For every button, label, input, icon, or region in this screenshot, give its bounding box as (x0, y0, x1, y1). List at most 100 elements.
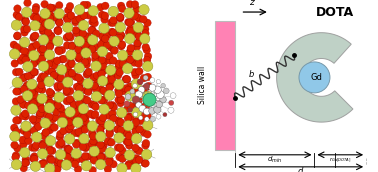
Circle shape (160, 96, 166, 103)
Circle shape (73, 117, 83, 127)
Circle shape (126, 83, 134, 90)
Circle shape (123, 129, 131, 137)
Circle shape (116, 68, 124, 76)
Circle shape (84, 33, 92, 40)
Circle shape (136, 15, 143, 23)
Circle shape (37, 149, 48, 159)
Circle shape (54, 84, 62, 92)
Circle shape (135, 91, 143, 98)
Circle shape (33, 41, 40, 49)
Circle shape (9, 49, 20, 59)
Circle shape (46, 147, 54, 154)
Bar (215, 21, 235, 150)
Circle shape (117, 96, 125, 103)
Circle shape (101, 58, 108, 65)
Circle shape (115, 60, 122, 67)
Circle shape (11, 124, 18, 132)
Text: Gd: Gd (310, 73, 322, 82)
Circle shape (39, 16, 46, 24)
Circle shape (20, 47, 28, 55)
Circle shape (76, 85, 83, 92)
Circle shape (84, 88, 92, 96)
Circle shape (105, 158, 113, 166)
Circle shape (56, 149, 66, 160)
Circle shape (63, 22, 73, 33)
Circle shape (97, 3, 104, 11)
Circle shape (47, 40, 55, 47)
Circle shape (75, 105, 82, 112)
Circle shape (64, 42, 71, 49)
Circle shape (48, 147, 56, 155)
Circle shape (63, 77, 73, 87)
Circle shape (127, 28, 135, 35)
Circle shape (46, 88, 53, 96)
Circle shape (133, 117, 141, 125)
Circle shape (41, 139, 48, 147)
Circle shape (133, 154, 140, 162)
Circle shape (101, 2, 109, 10)
Circle shape (37, 76, 44, 83)
Circle shape (48, 156, 55, 164)
Circle shape (27, 104, 37, 114)
Circle shape (100, 96, 107, 104)
Circle shape (75, 128, 82, 136)
Circle shape (20, 164, 28, 172)
Circle shape (125, 91, 135, 101)
Circle shape (44, 50, 55, 60)
Circle shape (142, 43, 149, 51)
Circle shape (124, 150, 135, 160)
Circle shape (73, 156, 81, 164)
Circle shape (100, 87, 108, 95)
Circle shape (89, 18, 96, 26)
Circle shape (90, 155, 98, 163)
Circle shape (142, 139, 150, 147)
Circle shape (99, 114, 107, 121)
Circle shape (27, 71, 35, 79)
Circle shape (38, 73, 46, 80)
Circle shape (117, 119, 125, 126)
Circle shape (139, 116, 143, 120)
Circle shape (125, 160, 133, 168)
Circle shape (22, 159, 30, 166)
Circle shape (46, 145, 53, 153)
Circle shape (70, 101, 77, 109)
Circle shape (123, 76, 130, 83)
Circle shape (91, 83, 99, 90)
Circle shape (108, 138, 115, 146)
Circle shape (115, 22, 125, 32)
Circle shape (106, 57, 114, 64)
Circle shape (144, 112, 151, 120)
Circle shape (73, 140, 80, 147)
Circle shape (143, 56, 151, 64)
Circle shape (33, 15, 40, 22)
Circle shape (127, 25, 134, 33)
Circle shape (54, 27, 61, 34)
Circle shape (142, 142, 149, 149)
Circle shape (77, 76, 84, 84)
Circle shape (132, 133, 142, 144)
Circle shape (31, 57, 39, 65)
Circle shape (101, 16, 108, 23)
Circle shape (126, 48, 134, 55)
Circle shape (81, 126, 89, 133)
Circle shape (109, 110, 116, 117)
Circle shape (24, 127, 31, 135)
Circle shape (56, 133, 64, 141)
Circle shape (29, 60, 37, 68)
Circle shape (68, 42, 76, 49)
Circle shape (13, 88, 20, 95)
Circle shape (133, 146, 141, 154)
Circle shape (131, 79, 142, 89)
Circle shape (115, 96, 122, 104)
Circle shape (65, 126, 72, 133)
Circle shape (115, 117, 122, 124)
Circle shape (49, 57, 56, 65)
Circle shape (114, 144, 122, 151)
Circle shape (114, 70, 122, 77)
Circle shape (38, 24, 45, 31)
Circle shape (67, 115, 75, 122)
Text: Silica wall: Silica wall (198, 66, 207, 104)
Circle shape (54, 165, 61, 172)
Circle shape (66, 50, 76, 60)
Circle shape (84, 69, 91, 77)
